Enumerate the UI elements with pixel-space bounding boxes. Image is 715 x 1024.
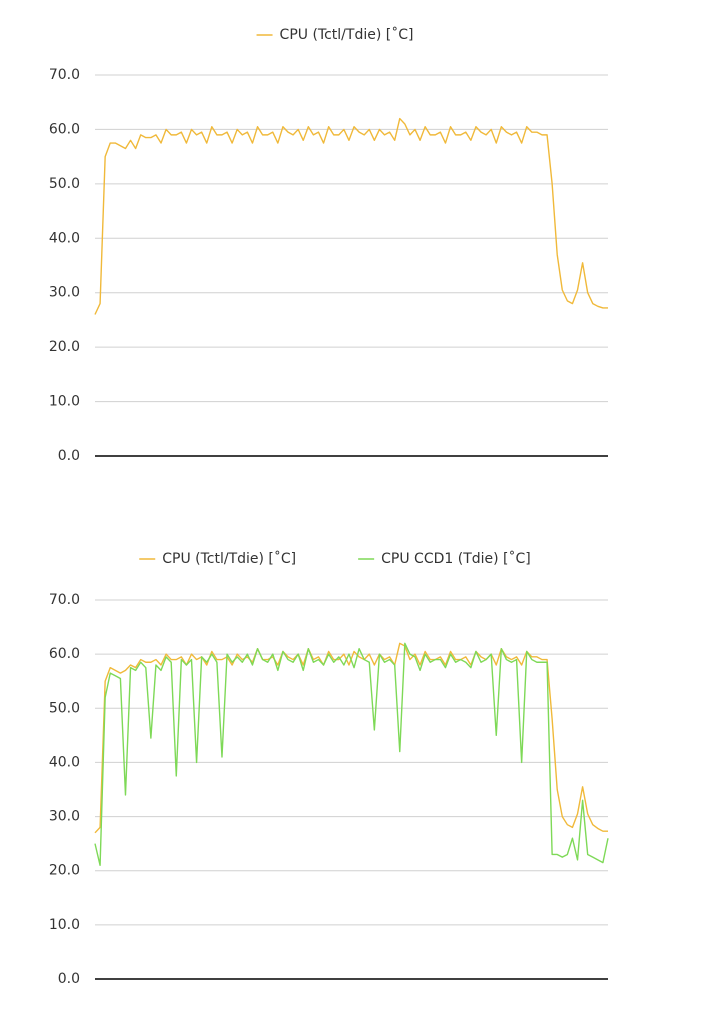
legend: CPU (Tctl/Tdie) [˚C] [256, 26, 414, 43]
y-tick-label: 50.0 [49, 176, 80, 192]
chart: 0.0 10.0 20.0 30.0 40.0 50.0 60.0 70.0 CPU (Tctl… [49, 26, 608, 464]
y-tick-label: 20.0 [49, 863, 80, 879]
chart: 0.0 10.0 20.0 30.0 40.0 50.0 60.0 70.0 CPU (Tctl… [49, 550, 609, 987]
y-tick-label: 70.0 [49, 592, 80, 608]
y-tick-label: 60.0 [49, 646, 80, 662]
y-tick-label: 30.0 [49, 285, 80, 301]
y-tick-label: 40.0 [49, 754, 80, 770]
legend-label: CPU (Tctl/Tdie) [˚C] [162, 550, 296, 567]
legend-label: CPU CCD1 (Tdie) [˚C] [381, 550, 531, 567]
y-tick-label: 30.0 [49, 809, 80, 825]
y-tick-label: 50.0 [49, 700, 80, 716]
legend: CPU (Tctl/Tdie) [˚C] CPU CCD1 (Tdie) [˚C] [139, 550, 531, 567]
series-line [94, 117, 608, 315]
y-tick-label: 10.0 [49, 917, 80, 933]
y-tick-label: 10.0 [49, 394, 80, 410]
y-tick-label: 0.0 [58, 971, 80, 987]
series-line [94, 642, 608, 834]
y-tick-label: 40.0 [49, 230, 80, 246]
y-tick-label: 0.0 [58, 448, 80, 464]
y-tick-label: 20.0 [49, 339, 80, 355]
series-line [94, 642, 609, 866]
y-tick-label: 60.0 [49, 121, 80, 137]
legend-label: CPU (Tctl/Tdie) [˚C] [280, 26, 414, 43]
y-tick-label: 70.0 [49, 67, 80, 83]
